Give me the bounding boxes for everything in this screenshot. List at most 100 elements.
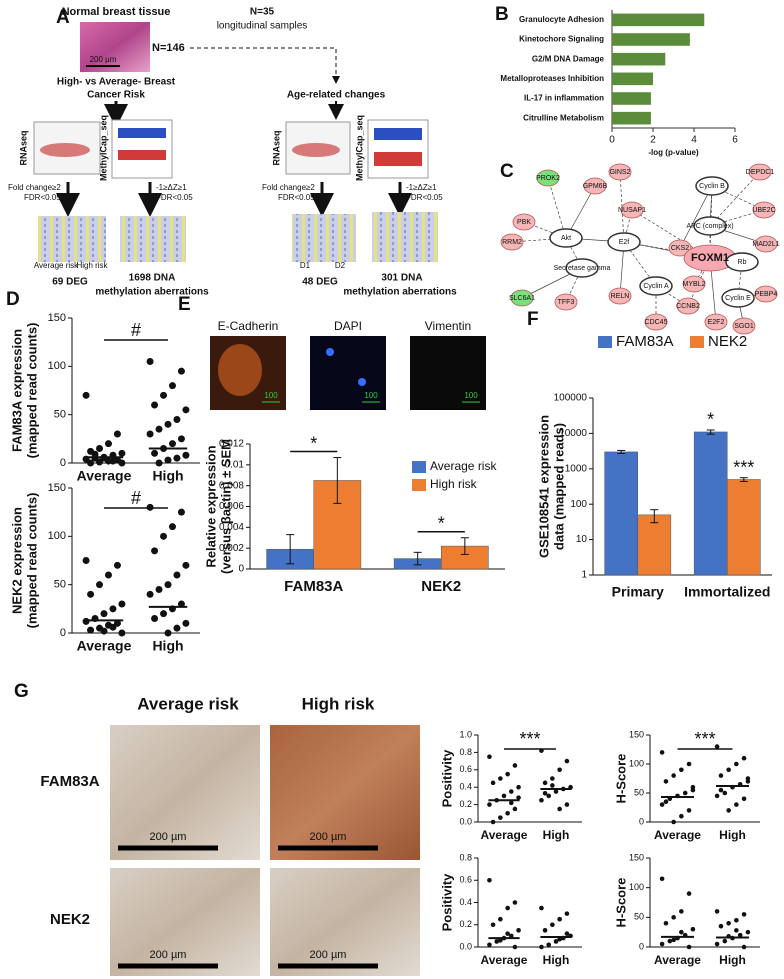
data-point xyxy=(714,941,720,947)
y-tick-label: 100 xyxy=(570,499,587,510)
stain-image xyxy=(310,336,386,410)
scale-label: 100 xyxy=(264,391,278,400)
y-tick-label: 50 xyxy=(54,579,66,591)
data-point xyxy=(741,912,747,917)
n-long: N=35 xyxy=(250,7,275,18)
network-node xyxy=(549,228,583,248)
dashed-arrow xyxy=(190,47,340,84)
network-node xyxy=(676,297,700,315)
methylcap-track xyxy=(118,150,166,160)
y-tick-label: 50 xyxy=(634,787,644,797)
x-tick-label: Average xyxy=(481,953,528,967)
network-node xyxy=(620,201,644,219)
ihc-image xyxy=(110,868,260,976)
data-point xyxy=(182,619,190,627)
node-label: Akt xyxy=(561,235,571,242)
rnaseq-cloud xyxy=(40,143,90,157)
category-label: G2/M DNA Damage xyxy=(532,54,605,63)
filter-label: Fold change≥2 xyxy=(262,183,315,192)
y-tick-label: 50 xyxy=(54,409,66,421)
x-tick-label: High xyxy=(719,828,746,842)
data-point xyxy=(734,928,739,933)
data-point xyxy=(505,931,510,936)
data-point xyxy=(550,776,555,781)
y-tick-label: 150 xyxy=(629,852,644,862)
data-point xyxy=(87,459,95,467)
heatmap xyxy=(38,216,106,262)
ihc-image xyxy=(270,725,420,860)
data-point xyxy=(146,358,154,365)
data-point xyxy=(87,590,95,598)
bar xyxy=(612,33,690,46)
data-point xyxy=(557,936,562,942)
y-tick-label: 1000 xyxy=(565,463,588,474)
long-label: longitudinal samples xyxy=(217,21,308,32)
column-label: High risk xyxy=(302,694,375,713)
data-point xyxy=(104,571,112,579)
legend-label: Average risk xyxy=(430,459,497,473)
node-label: E2F2 xyxy=(708,319,725,326)
network-edge xyxy=(709,171,761,227)
x-axis-label: -log (p-value) xyxy=(648,148,699,157)
data-point xyxy=(557,916,562,922)
network-node xyxy=(754,285,778,303)
data-point xyxy=(679,813,684,819)
data-point xyxy=(151,547,159,555)
ihc-image xyxy=(270,868,420,976)
panel-e: E E-Cadherin DAPI Vimentin 100 100 100 xyxy=(178,294,486,410)
data-point xyxy=(109,605,117,613)
network-node xyxy=(536,169,560,187)
methylation-count: methylation aberrations xyxy=(95,287,209,298)
legend-label: FAM83A xyxy=(616,333,674,350)
y-tick-label: 100 xyxy=(48,360,66,372)
x-tick-label: High xyxy=(152,638,183,654)
network-node xyxy=(725,252,759,272)
y-tick-label: 0.4 xyxy=(459,897,472,907)
data-point xyxy=(516,784,521,790)
data-point xyxy=(564,911,570,916)
y-tick-label: 0.0 xyxy=(459,816,472,826)
y-axis-label: FAM83A expression xyxy=(9,329,24,452)
network-node xyxy=(754,235,778,253)
node-label: PROK2 xyxy=(536,175,560,182)
network-node xyxy=(721,288,755,308)
y-tick-label: 10000 xyxy=(559,428,587,439)
node-label: SGO1 xyxy=(734,323,754,330)
panel-g: G Average risk High risk FAM83A NEK2 200… xyxy=(14,681,420,976)
data-point xyxy=(164,456,172,464)
deg-count: 48 DEG xyxy=(302,277,338,288)
data-point xyxy=(501,793,507,799)
y-tick-label: 0.002 xyxy=(219,543,244,554)
data-point xyxy=(557,806,562,812)
data-point xyxy=(91,450,99,458)
network-node xyxy=(512,213,536,231)
data-point xyxy=(498,815,503,820)
data-point xyxy=(512,944,518,950)
node-label: RELN xyxy=(611,293,630,300)
data-point xyxy=(690,926,696,932)
y-tick-label: 100 xyxy=(629,758,644,768)
x-tick-label: Immortalized xyxy=(684,584,770,600)
data-point xyxy=(564,931,570,936)
row-label: FAM83A xyxy=(40,773,99,790)
node-label: MYBL2 xyxy=(683,281,706,288)
y-tick-label: 0.4 xyxy=(459,782,472,792)
data-point xyxy=(96,445,104,452)
filter-label: FDR<0.05 xyxy=(406,193,443,202)
data-point xyxy=(155,459,163,467)
data-point xyxy=(508,800,514,806)
y-tick-label: 100 xyxy=(48,530,66,542)
data-point xyxy=(109,623,117,631)
data-point xyxy=(100,627,108,635)
data-point xyxy=(686,891,692,896)
data-point xyxy=(177,508,185,516)
data-point xyxy=(686,808,692,813)
data-point xyxy=(100,610,108,618)
x-tick-label: Average xyxy=(77,468,132,484)
x-tick-label: 4 xyxy=(691,135,697,146)
data-point xyxy=(553,939,559,944)
bar xyxy=(637,514,672,576)
significance-label: *** xyxy=(519,729,540,749)
methylcap-track xyxy=(374,152,422,166)
